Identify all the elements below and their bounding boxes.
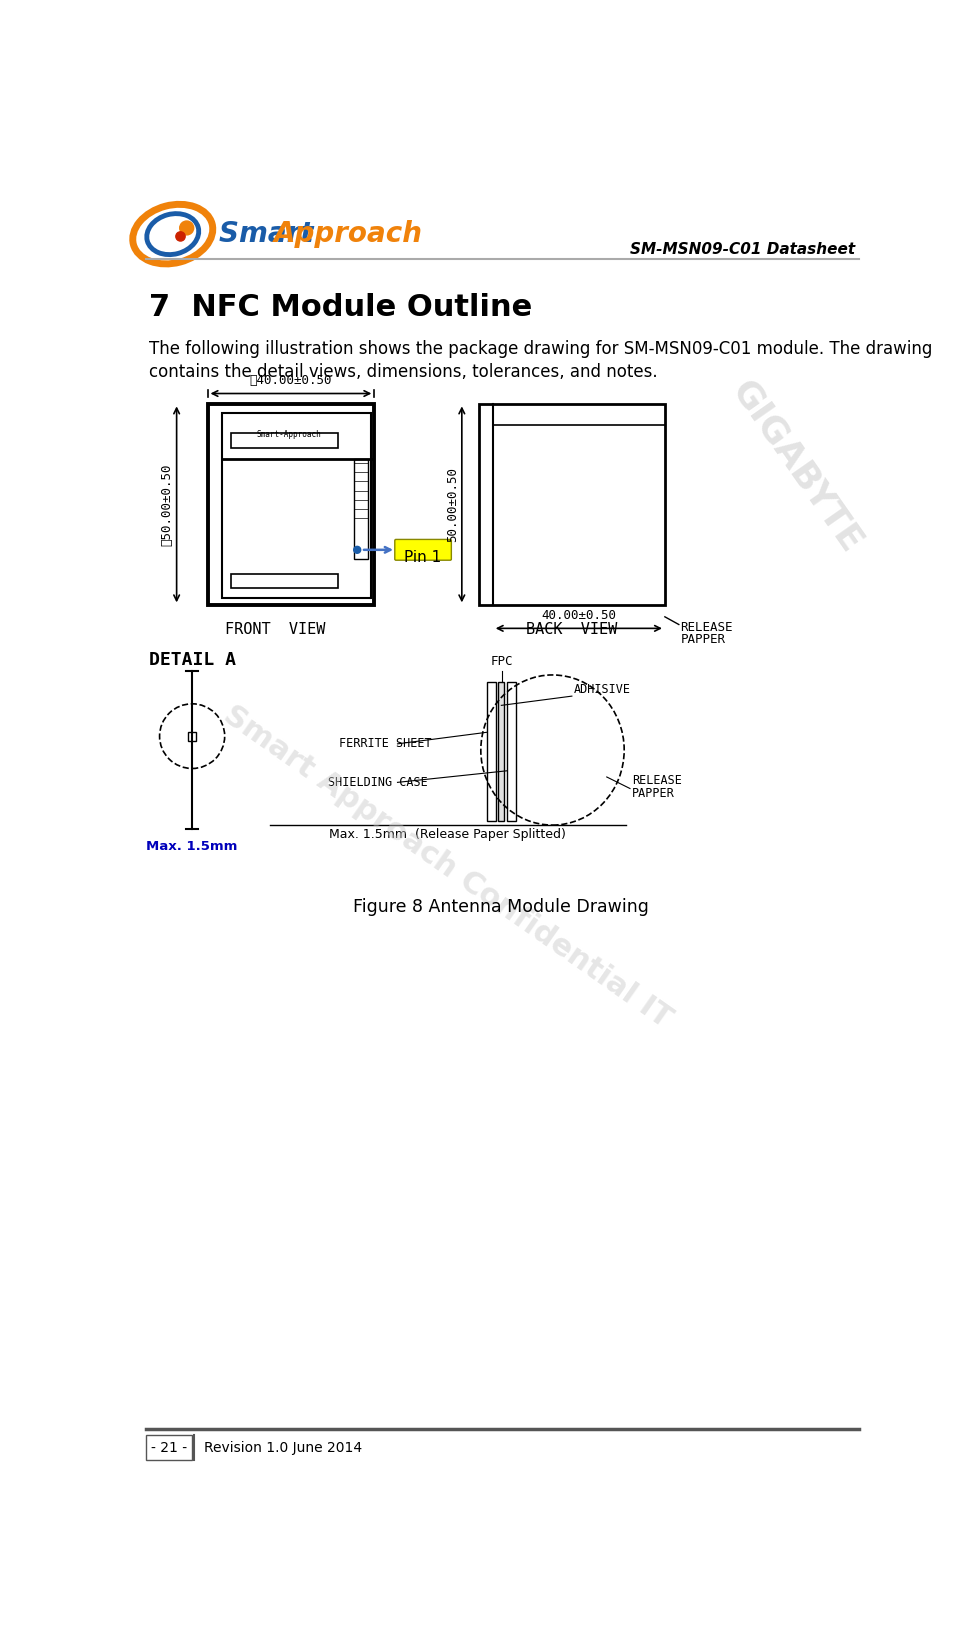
Bar (231, 575, 337, 588)
Text: Smart: Smart (219, 220, 323, 248)
Bar (207, 404, 374, 605)
Text: Max. 1.5mm: Max. 1.5mm (147, 840, 238, 853)
Text: Revision 1.0 June 2014: Revision 1.0 June 2014 (203, 1441, 362, 1454)
Text: 40.00±0.50: 40.00±0.50 (541, 610, 616, 623)
Circle shape (176, 232, 185, 242)
Text: Max. 1.5mm  (Release Paper Splitted): Max. 1.5mm (Release Paper Splitted) (330, 828, 565, 841)
Bar (478, 404, 664, 605)
Circle shape (353, 547, 360, 554)
Text: 7  NFC Module Outline: 7 NFC Module Outline (150, 294, 532, 322)
Text: ⁂50.00±0.50: ⁂50.00±0.50 (160, 463, 173, 545)
Bar (507, 682, 515, 822)
Text: RELEASE: RELEASE (632, 774, 682, 787)
Text: 50.00±0.50: 50.00±0.50 (445, 467, 459, 542)
Text: Figure 8 Antenna Module Drawing: Figure 8 Antenna Module Drawing (353, 897, 648, 915)
Text: Pin 1: Pin 1 (404, 550, 441, 565)
Bar (188, 731, 196, 741)
Text: ADHISIVE: ADHISIVE (573, 683, 630, 697)
Circle shape (180, 222, 194, 235)
Bar (231, 432, 337, 449)
Text: The following illustration shows the package drawing for SM-MSN09-C01 module. Th: The following illustration shows the pac… (150, 340, 932, 358)
Text: BACK  VIEW: BACK VIEW (526, 623, 617, 637)
Bar (498, 682, 504, 822)
Text: ⁂40.00±0.50: ⁂40.00±0.50 (249, 375, 332, 388)
Text: PAPPER: PAPPER (680, 633, 725, 646)
Text: DETAIL A: DETAIL A (150, 652, 237, 669)
Text: PAPPER: PAPPER (632, 787, 675, 800)
Bar (486, 682, 496, 822)
Bar (354, 458, 368, 559)
Text: SHIELDING CASE: SHIELDING CASE (328, 775, 427, 789)
Text: FPC: FPC (490, 656, 512, 669)
Text: - 21 -: - 21 - (151, 1441, 187, 1454)
Bar (221, 412, 371, 598)
Bar (146, 1436, 192, 1461)
Text: Smart-Approach: Smart-Approach (256, 430, 321, 439)
Text: SM-MSN09-C01 Datasheet: SM-MSN09-C01 Datasheet (629, 242, 854, 256)
Text: Smart Approach Confidential IT: Smart Approach Confidential IT (218, 700, 677, 1033)
Text: FERRITE SHEET: FERRITE SHEET (339, 738, 431, 751)
Text: RELEASE: RELEASE (680, 621, 733, 634)
FancyBboxPatch shape (394, 539, 451, 560)
Text: GIGABYTE: GIGABYTE (724, 375, 867, 559)
Text: FRONT  VIEW: FRONT VIEW (225, 623, 326, 637)
Text: contains the detail views, dimensions, tolerances, and notes.: contains the detail views, dimensions, t… (150, 363, 657, 381)
Text: Approach: Approach (273, 220, 422, 248)
